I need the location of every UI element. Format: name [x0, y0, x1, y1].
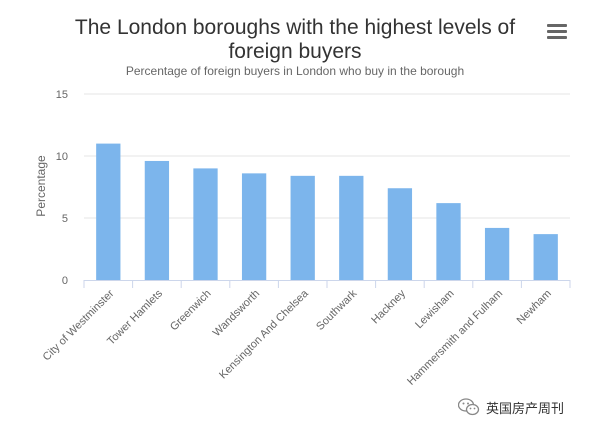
y-tick-label: 5: [62, 213, 68, 225]
bar[interactable]: [144, 160, 170, 280]
x-tick-label: City of Westminster: [41, 287, 117, 363]
x-tick-label: Lewisham: [413, 288, 457, 332]
x-tick-label: Greenwich: [168, 288, 214, 334]
bar[interactable]: [387, 188, 413, 280]
hamburger-menu-icon[interactable]: [547, 24, 567, 40]
y-tick-label: 15: [56, 89, 68, 101]
bar[interactable]: [290, 175, 315, 280]
x-tick-label: Southwark: [314, 287, 360, 333]
x-tick-label: Newham: [515, 288, 554, 327]
bar[interactable]: [339, 175, 364, 280]
y-tick-label: 10: [56, 151, 68, 163]
x-tick-label: Hammersmith and Fulham: [405, 288, 505, 388]
y-axis-label: Percentage: [34, 155, 48, 217]
watermark-text: 英国房产周刊: [486, 402, 565, 417]
y-tick-label: 0: [62, 275, 68, 287]
x-tick-label: Kensington And Chelsea: [217, 287, 311, 381]
watermark: 英国房产周刊: [458, 395, 588, 419]
bar[interactable]: [533, 234, 558, 280]
x-tick-label: Hackney: [369, 287, 408, 326]
x-tick-label: Wandsworth: [211, 288, 262, 339]
chart-title: The London boroughs with the highest lev…: [74, 16, 516, 63]
bar[interactable]: [193, 168, 218, 280]
bar[interactable]: [436, 203, 461, 280]
bar[interactable]: [241, 173, 267, 280]
wechat-icon: [458, 398, 480, 416]
chart-subtitle: Percentage of foreign buyers in London w…: [125, 64, 465, 78]
bar[interactable]: [96, 143, 121, 280]
bar[interactable]: [484, 227, 510, 280]
